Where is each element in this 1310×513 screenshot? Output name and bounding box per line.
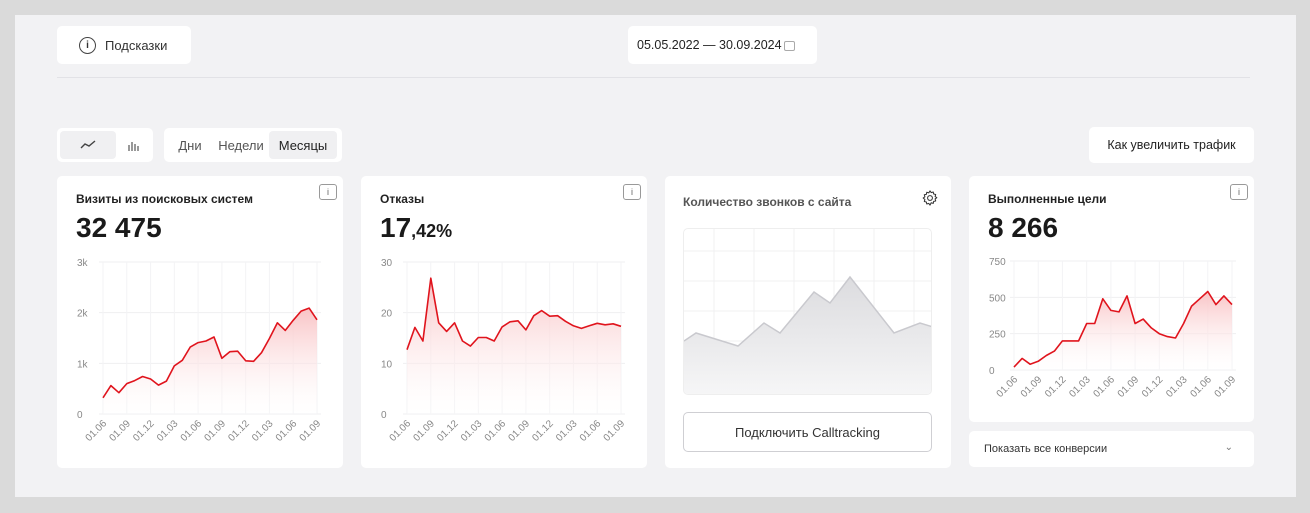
y-tick-label: 250 xyxy=(989,330,1006,341)
x-tick-label: 01.09 xyxy=(298,418,324,444)
goals-line xyxy=(1013,290,1233,368)
bounces-value: 17,42% xyxy=(380,212,452,244)
x-tick-label: 01.03 xyxy=(459,418,485,444)
x-tick-label: 01.03 xyxy=(155,418,181,444)
x-tick-label: 01.06 xyxy=(483,418,509,444)
increase-traffic-button[interactable]: Как увеличить трафик xyxy=(1089,127,1254,163)
divider xyxy=(57,77,1250,78)
date-range-text: 05.05.2022 — 30.09.2024 xyxy=(637,38,782,52)
info-icon: i xyxy=(79,36,96,54)
x-tick-label: 01.03 xyxy=(1164,374,1190,400)
x-tick-label: 01.09 xyxy=(1019,374,1045,400)
visits-line xyxy=(102,307,318,399)
calls-placeholder-chart xyxy=(683,228,932,395)
goals-area xyxy=(1014,291,1232,370)
y-tick-label: 750 xyxy=(989,257,1006,268)
y-tick-label: 0 xyxy=(381,410,387,421)
goals-chart: 025050075001.0601.0901.1201.0301.0601.09… xyxy=(989,257,1239,400)
y-tick-label: 500 xyxy=(989,293,1006,304)
bounces-card: 0 10 20 30 01.06 01.09 01.12 01.03 01.06 01.09 01.… xyxy=(361,176,647,468)
calls-title: Количество звонков с сайта xyxy=(683,195,852,209)
bar-chart-icon xyxy=(128,141,139,151)
goals-title: Выполненные цели xyxy=(988,192,1107,206)
y-tick-label: 2k xyxy=(77,309,89,320)
x-tick-label: 01.12 xyxy=(226,418,252,444)
x-tick-label: 01.12 xyxy=(530,418,556,444)
calendar-icon xyxy=(783,41,795,51)
x-tick-label: 01.06 xyxy=(388,418,414,444)
bounces-title: Отказы xyxy=(380,192,425,206)
conversions-label: Показать все конверсии xyxy=(984,443,1108,455)
x-tick-label: 01.09 xyxy=(507,418,533,444)
line-chart-toggle[interactable] xyxy=(60,131,116,159)
y-tick-label: 0 xyxy=(77,410,83,421)
line-chart-icon xyxy=(80,140,96,149)
connect-calltracking-button[interactable]: Подключить Calltracking xyxy=(683,412,932,452)
x-tick-label: 01.09 xyxy=(107,418,133,444)
y-tick-label: 3k xyxy=(77,258,89,269)
x-tick-label: 01.03 xyxy=(250,418,276,444)
bounces-line xyxy=(406,277,622,350)
date-range-picker[interactable]: 05.05.2022 — 30.09.2024 xyxy=(628,26,817,64)
period-days[interactable]: Дни xyxy=(178,137,202,153)
x-tick-label: 01.06 xyxy=(1188,374,1214,400)
bounces-value-main: 17 xyxy=(380,212,412,243)
visits-chart: 01k2k3k01.0601.0901.1201.0301.0601.0901.… xyxy=(77,258,324,444)
period-weeks[interactable]: Недели xyxy=(218,137,264,153)
x-tick-label: 01.09 xyxy=(602,418,628,444)
x-tick-label: 01.12 xyxy=(1140,374,1166,400)
visits-area xyxy=(103,308,317,414)
bounces-value-fraction: ,42% xyxy=(411,221,453,241)
y-tick-label: 30 xyxy=(381,258,393,269)
x-tick-label: 01.06 xyxy=(578,418,604,444)
visits-value: 32 475 xyxy=(76,212,162,243)
y-tick-label: 10 xyxy=(381,359,393,370)
goals-info-icon[interactable]: i xyxy=(1230,184,1248,200)
gear-icon[interactable] xyxy=(921,189,939,207)
bounces-chart: 010203001.0601.0901.1201.0301.0601.0901.… xyxy=(381,258,628,444)
chart-type-toggle xyxy=(57,128,153,162)
y-tick-label: 20 xyxy=(381,309,393,320)
calls-card: Количество звонков с сайта Подключить Ca… xyxy=(665,176,951,468)
x-tick-label: 01.09 xyxy=(1116,374,1142,400)
goals-value: 8 266 xyxy=(988,212,1059,243)
x-tick-label: 01.06 xyxy=(1092,374,1118,400)
x-tick-label: 01.09 xyxy=(1213,374,1239,400)
bounces-info-icon[interactable]: i xyxy=(623,184,641,200)
x-tick-label: 01.06 xyxy=(995,374,1021,400)
y-tick-label: 0 xyxy=(989,366,995,377)
visits-title: Визиты из поисковых систем xyxy=(76,192,253,206)
bounces-area xyxy=(407,278,621,414)
x-tick-label: 01.03 xyxy=(554,418,580,444)
visits-info-icon[interactable]: i xyxy=(319,184,337,200)
period-toggle: Дни Недели Месяцы xyxy=(164,128,342,162)
x-tick-label: 01.09 xyxy=(203,418,229,444)
x-tick-label: 01.06 xyxy=(274,418,300,444)
x-tick-label: 01.12 xyxy=(1043,374,1069,400)
hints-button[interactable]: i Подсказки xyxy=(57,26,191,64)
goals-card: 0 250 500 750 01.06 01.09 01.12 01.03 01.06 01.09… xyxy=(969,176,1254,422)
x-tick-label: 01.06 xyxy=(84,418,110,444)
x-tick-label: 01.12 xyxy=(435,418,461,444)
chevron-down-icon: ⌄ xyxy=(1224,442,1233,453)
x-tick-label: 01.12 xyxy=(131,418,157,444)
show-conversions-dropdown[interactable]: Показать все конверсии ⌄ xyxy=(969,431,1254,467)
hints-label: Подсказки xyxy=(105,37,168,53)
visits-card: 0 1k 2k 3k 01.06 01.09 01.12 01.03 01.06 01.09 01.… xyxy=(57,176,343,468)
x-tick-label: 01.09 xyxy=(411,418,437,444)
y-tick-label: 1k xyxy=(77,359,89,370)
x-tick-label: 01.06 xyxy=(179,418,205,444)
bar-chart-toggle[interactable] xyxy=(116,131,150,159)
x-tick-label: 01.03 xyxy=(1067,374,1093,400)
period-months[interactable]: Месяцы xyxy=(269,131,337,159)
